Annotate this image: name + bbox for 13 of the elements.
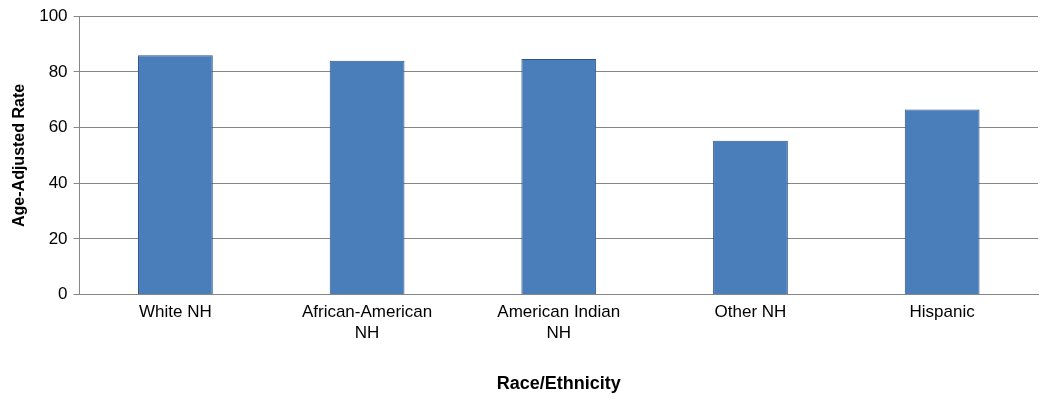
y-axis-title: Age-Adjusted Rate <box>10 83 28 227</box>
y-tick-label: 20 <box>48 228 68 248</box>
x-tick-label: White NH <box>139 302 212 322</box>
y-tick-label: 60 <box>48 117 68 137</box>
y-tick-label: 100 <box>39 5 68 25</box>
x-tick-label: Hispanic <box>909 302 976 322</box>
x-tick-label: African-American NH <box>301 302 433 342</box>
y-tick-label: 80 <box>48 61 68 81</box>
y-tick-label: 0 <box>58 284 68 304</box>
y-tick-label: 40 <box>48 172 68 192</box>
x-axis-title: Race/Ethnicity <box>496 373 621 394</box>
x-tick-label: American Indian NH <box>497 302 621 342</box>
x-tick-label: Other NH <box>714 302 787 322</box>
